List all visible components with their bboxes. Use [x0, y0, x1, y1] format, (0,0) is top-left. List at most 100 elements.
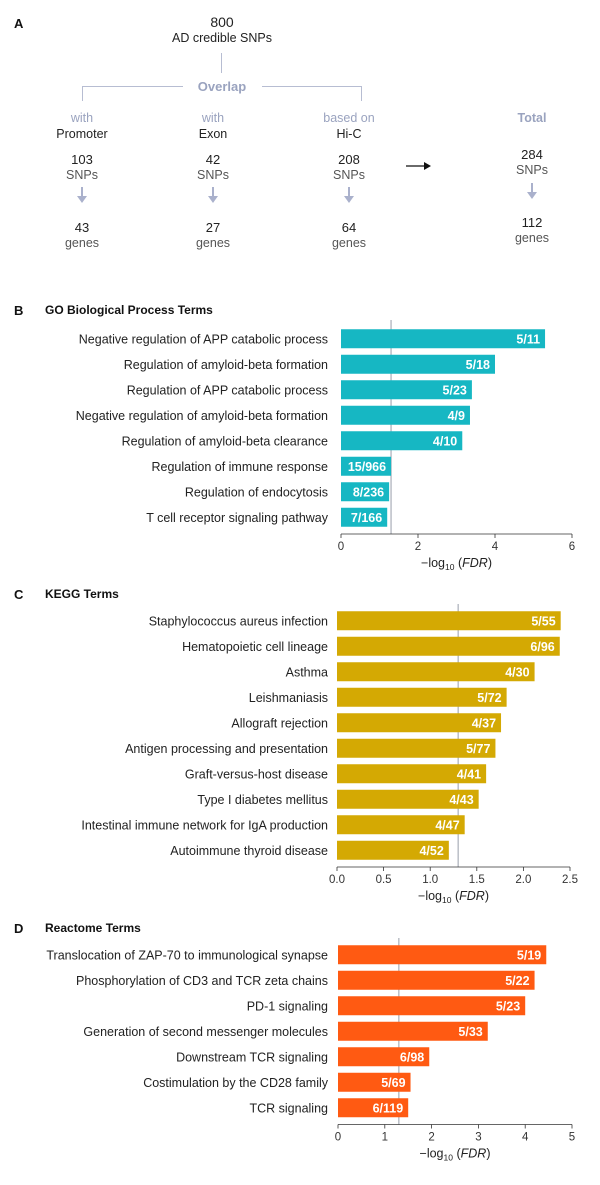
- bar: [337, 662, 535, 682]
- category-label: Negative regulation of APP catabolic pro…: [79, 332, 328, 346]
- category-label: Regulation of endocytosis: [185, 485, 328, 499]
- bar: [337, 815, 465, 835]
- arrow-head-total: [527, 192, 537, 199]
- x-tick-label: 6: [569, 541, 575, 553]
- x-axis-label-open-paren: (: [454, 556, 462, 570]
- bar-data-label: 5/72: [477, 691, 501, 705]
- category-label: Type I diabetes mellitus: [197, 793, 328, 807]
- arrow-head-hic: [344, 196, 354, 203]
- top-count: 800: [210, 14, 234, 30]
- category-label: Asthma: [286, 665, 328, 679]
- bar: [338, 1072, 411, 1092]
- x-tick-label: 0.0: [329, 874, 345, 886]
- bar-data-label: 5/33: [458, 1025, 482, 1039]
- bar: [341, 329, 546, 349]
- arrow-promoter: [81, 187, 83, 196]
- bar-data-label: 5/23: [443, 383, 467, 397]
- x-tick-label: 5: [569, 1132, 575, 1144]
- bar: [338, 1098, 409, 1118]
- bar: [337, 789, 479, 809]
- bar-data-label: 4/10: [433, 434, 457, 448]
- snps-label-exon: SNPs: [197, 168, 229, 182]
- bar-data-label: 5/11: [516, 332, 540, 346]
- bar: [341, 482, 390, 502]
- category-label: T cell receptor signaling pathway: [146, 511, 329, 525]
- arrow-head-exon: [208, 196, 218, 203]
- snps-count-hic: 208: [338, 152, 360, 167]
- bar-data-label: 5/22: [505, 974, 529, 988]
- category-label: Regulation of amyloid-beta formation: [124, 358, 328, 372]
- genes-count-hic: 64: [341, 220, 357, 235]
- bar: [338, 1021, 488, 1041]
- category-label: TCR signaling: [249, 1101, 328, 1115]
- category-label: Generation of second messenger molecules: [83, 1025, 328, 1039]
- total-snps-label: SNPs: [516, 163, 548, 177]
- x-axis-label-variable: FDR: [461, 1147, 487, 1161]
- category-label: PD-1 signaling: [247, 999, 328, 1013]
- x-axis-label-subscript: 10: [442, 895, 452, 904]
- snps-count-promoter: 103: [71, 152, 93, 167]
- category-label: Regulation of immune response: [152, 460, 329, 474]
- bar: [337, 713, 502, 733]
- chart-title-reactome: Reactome Terms: [45, 921, 141, 935]
- bar: [338, 970, 535, 990]
- panel-label-a: A: [14, 16, 24, 31]
- connector-left: [82, 86, 183, 87]
- x-tick-label: 2: [415, 541, 421, 553]
- category-label: Regulation of amyloid-beta clearance: [122, 434, 328, 448]
- bar-data-label: 4/43: [449, 793, 473, 807]
- connector-right-drop: [361, 86, 362, 101]
- bar: [341, 354, 495, 374]
- x-axis-label-close-paren: ): [485, 889, 489, 903]
- bar-data-label: 15/966: [348, 460, 386, 474]
- bar: [338, 1047, 430, 1067]
- bar-data-label: 4/30: [505, 665, 529, 679]
- x-tick-label: 1: [382, 1132, 388, 1144]
- x-axis-label: −log10 (FDR): [420, 1147, 491, 1163]
- category-label: Autoimmune thyroid disease: [170, 844, 328, 858]
- x-axis-label-close-paren: ): [486, 1147, 490, 1161]
- bar-data-label: 5/18: [466, 358, 490, 372]
- bar-data-label: 5/69: [381, 1076, 405, 1090]
- genes-label-hic: genes: [331, 236, 367, 250]
- category-label: Antigen processing and presentation: [125, 742, 328, 756]
- panel-label-b: B: [14, 303, 24, 318]
- category-label: Allograft rejection: [231, 716, 328, 730]
- bar-data-label: 4/52: [419, 844, 443, 858]
- category-label: Phosphorylation of CD3 and TCR zeta chai…: [76, 974, 328, 988]
- x-tick-label: 3: [475, 1132, 481, 1144]
- bar-data-label: 4/47: [435, 818, 459, 832]
- x-tick-label: 1.5: [469, 874, 485, 886]
- category-label: Graft-versus-host disease: [185, 767, 328, 781]
- reactome-bar-chart: 5/19 Translocation of ZAP-70 to immunolog…: [46, 938, 575, 1163]
- category-label: Negative regulation of amyloid-beta form…: [76, 409, 328, 423]
- bar-data-label: 6/98: [400, 1050, 424, 1064]
- genes-label-promoter: genes: [64, 236, 100, 250]
- overlap-label: Overlap: [197, 79, 247, 94]
- arrow-hic: [348, 187, 350, 196]
- bar-data-label: 6/96: [530, 640, 554, 654]
- x-axis-label-prefix: −log: [418, 889, 442, 903]
- x-axis-label-close-paren: ): [488, 556, 492, 570]
- bar-data-label: 5/19: [517, 948, 541, 962]
- bar: [338, 945, 547, 965]
- arrow-head-promoter: [77, 196, 87, 203]
- x-axis-label-prefix: −log: [421, 556, 445, 570]
- total-genes-count: 112: [521, 215, 543, 230]
- bar: [338, 996, 526, 1016]
- qualifier-exon: with: [201, 111, 225, 125]
- x-axis-label: −log10 (FDR): [418, 889, 489, 904]
- bar: [341, 405, 470, 425]
- total-genes-label: genes: [514, 231, 550, 245]
- x-tick-label: 2: [428, 1132, 434, 1144]
- qualifier-promoter: with: [70, 111, 94, 125]
- bar: [341, 507, 388, 527]
- bar-data-label: 8/236: [353, 485, 384, 499]
- x-axis-label-open-paren: (: [453, 1147, 461, 1161]
- genes-count-promoter: 43: [74, 220, 90, 235]
- category-label: Regulation of APP catabolic process: [127, 383, 328, 397]
- total-snps-count: 284: [521, 147, 543, 162]
- bar-data-label: 5/55: [531, 614, 555, 628]
- connector-vertical: [221, 53, 222, 73]
- category-label: Translocation of ZAP-70 to immunological…: [46, 948, 328, 962]
